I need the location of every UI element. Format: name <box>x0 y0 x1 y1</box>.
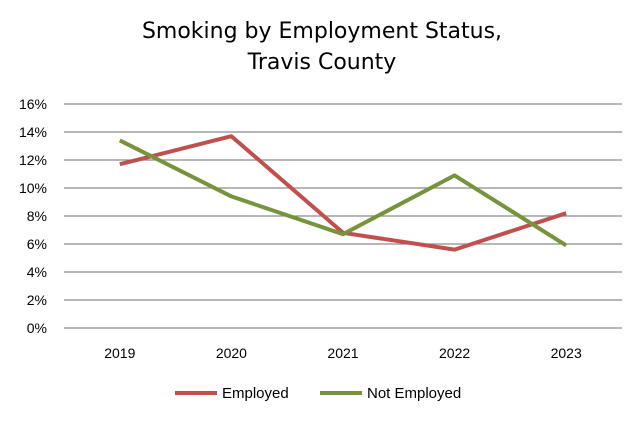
gridlines <box>64 103 622 329</box>
legend-label: Employed <box>222 385 289 402</box>
y-tick-label: 6% <box>27 236 47 252</box>
y-tick-label: 14% <box>19 124 47 140</box>
legend-label: Not Employed <box>367 385 461 402</box>
series-lines <box>118 134 568 252</box>
x-tick-label: 2019 <box>104 345 135 361</box>
legend: Employed Not Employed <box>175 385 461 402</box>
x-tick-label: 2020 <box>216 345 247 361</box>
y-tick-label: 0% <box>27 320 47 336</box>
y-tick-label: 16% <box>19 96 47 112</box>
chart-title: Smoking by Employment Status, Travis Cou… <box>0 16 644 78</box>
chart-title-line-2: Travis County <box>247 50 397 75</box>
y-tick-label: 8% <box>27 208 47 224</box>
y-tick-label: 2% <box>27 292 47 308</box>
chart-title-line-1: Smoking by Employment Status, <box>141 19 503 44</box>
y-tick-label: 4% <box>27 264 47 280</box>
series-line-not-employed <box>118 138 568 248</box>
y-tick-label: 10% <box>19 180 47 196</box>
x-tick-label: 2022 <box>439 345 470 361</box>
y-axis-tick-labels: 0% 2% 4% 6% 8% 10% 12% 14% 16% <box>19 96 47 336</box>
y-tick-label: 12% <box>19 152 47 168</box>
x-axis-tick-labels: 2019 2020 2021 2022 2023 <box>104 345 582 361</box>
x-tick-label: 2023 <box>551 345 582 361</box>
x-tick-label: 2021 <box>327 345 358 361</box>
